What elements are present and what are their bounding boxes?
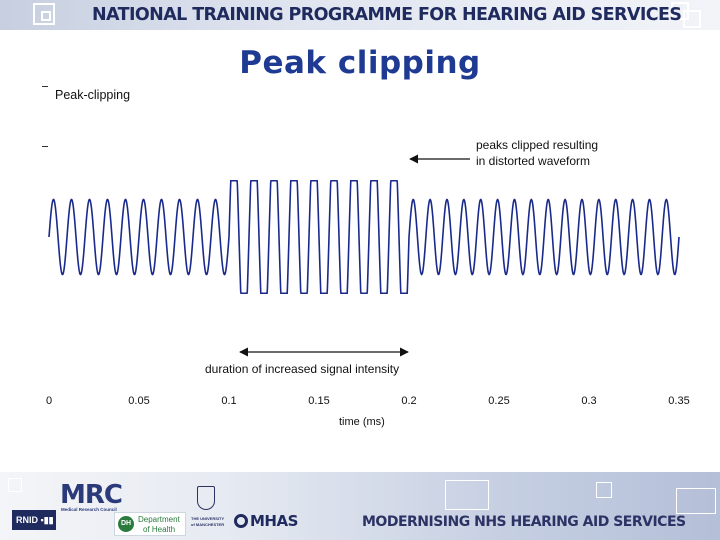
annotation-duration-label: duration of increased signal intensity: [205, 362, 400, 376]
x-tick-label: 0.25: [488, 395, 510, 407]
x-tick-label: 0.35: [668, 395, 690, 407]
footer-decor-square: [8, 478, 22, 492]
header-logo-square: [33, 3, 55, 25]
header-title: NATIONAL TRAINING PROGRAMME FOR HEARING …: [92, 5, 682, 25]
university-crest-icon: [197, 486, 215, 510]
mhas-logo: MHAS: [250, 512, 298, 530]
x-tick-label: 0.05: [128, 395, 150, 407]
x-tick-label: 0.2: [401, 395, 417, 407]
chart-title-marker: [42, 86, 48, 87]
footer-decor-square: [596, 482, 612, 498]
annotation-peaks-line-1: peaks clipped resulting: [476, 138, 599, 152]
x-tick-label: 0: [45, 395, 53, 407]
axis-marker: [42, 146, 48, 147]
dh-logo: DH Department of Health: [114, 512, 186, 536]
header-banner: [0, 0, 720, 30]
x-tick-label: 0.1: [221, 395, 237, 407]
dh-logo-line-1: Department: [138, 515, 180, 524]
footer-decor-square: [676, 488, 716, 514]
annotation-peaks-line-2: in distorted waveform: [476, 154, 591, 168]
rnid-logo-text: RNID: [16, 515, 38, 525]
signal-bars-icon: ▪▮▮: [40, 515, 54, 525]
mrc-logo-subtitle: Medical Research Council: [61, 507, 117, 512]
header-decor-square: [683, 10, 701, 28]
slide-title: Peak clipping: [239, 45, 481, 81]
dh-mark: DH: [118, 516, 134, 532]
x-tick-label: 0.3: [581, 395, 597, 407]
university-logo-line-1: THE UNIVERSITY: [191, 516, 225, 521]
dh-logo-line-2: of Health: [143, 525, 176, 534]
mrc-logo: MRC: [60, 480, 123, 510]
footer-title: MODERNISING NHS HEARING AID SERVICES: [362, 514, 686, 530]
university-logo-line-2: of MANCHESTER: [191, 522, 225, 527]
footer-decor-square: [445, 480, 489, 510]
chart-title: Peak-clipping: [55, 88, 131, 102]
waveform-segment-2: [408, 198, 680, 276]
waveform-segment-1: [228, 179, 410, 295]
waveform-segment-0: [48, 198, 230, 276]
x-tick-label: 0.15: [308, 395, 330, 407]
rnid-logo: RNID ▪▮▮: [12, 510, 56, 530]
x-axis-label: time (ms): [339, 416, 385, 428]
mhas-logo-icon: [234, 514, 248, 528]
header-logo-square-inner: [41, 11, 51, 21]
